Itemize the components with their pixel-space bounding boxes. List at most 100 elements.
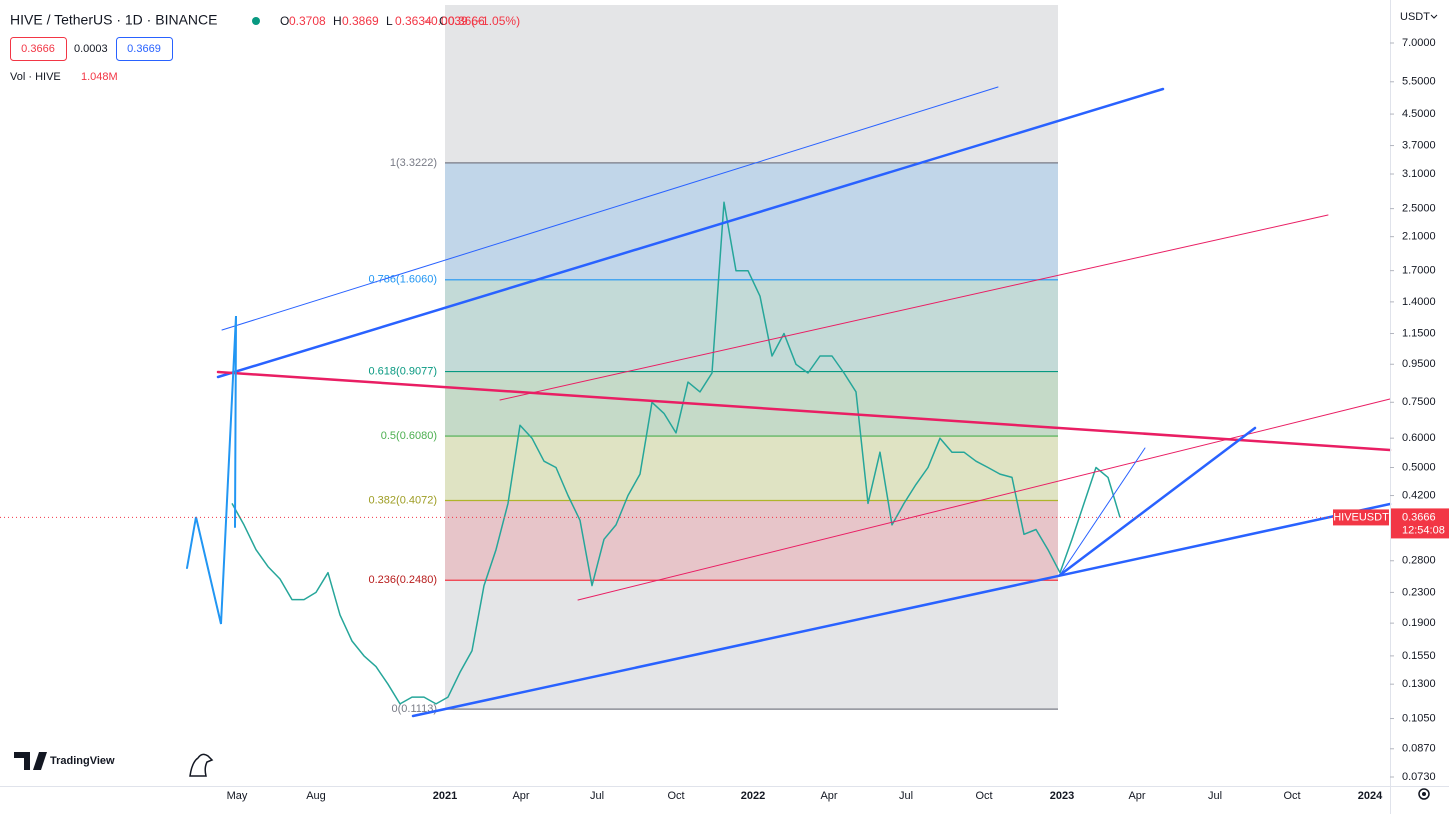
trend-line — [1059, 447, 1146, 576]
y-tick-label: 0.9500 — [1402, 358, 1436, 370]
spread: 0.0003 — [74, 43, 108, 55]
ohlc: O 0.3708 H 0.3869 L 0.3634 C 0.3666 — [280, 14, 485, 28]
countdown: 12:54:08 — [1402, 524, 1445, 536]
y-tick-label: 0.0870 — [1402, 743, 1436, 755]
ask[interactable]: 0.3669 — [127, 43, 161, 55]
drawings — [186, 86, 1392, 718]
ask-box[interactable] — [116, 37, 173, 61]
y-tick-label: 7.0000 — [1402, 37, 1436, 49]
trend-line — [221, 86, 999, 331]
y-tick-label: 0.0730 — [1402, 771, 1436, 783]
x-tick-label: Aug — [306, 790, 326, 802]
brand-logo — [14, 752, 47, 770]
y-tick-label: 0.1050 — [1402, 712, 1436, 724]
x-tick-label: May — [227, 790, 248, 802]
ohlc-key: C — [439, 14, 448, 28]
time-axis: May Aug 2021 Apr Jul Oct 2022 Apr Jul Oct 2023 Apr J… — [227, 790, 1384, 802]
y-tick-label: 0.5000 — [1402, 461, 1436, 473]
fib-label: 1(3.3222) — [390, 157, 437, 169]
settings-icon-center[interactable] — [1422, 792, 1426, 796]
settings-button[interactable] — [1418, 788, 1430, 800]
brand-mascot — [189, 753, 214, 777]
path-drawing — [186, 315, 237, 625]
x-tick-label: Oct — [1283, 790, 1300, 802]
fib-label: 0.5(0.6080) — [381, 430, 437, 442]
fib-zone — [445, 162, 1058, 280]
trend-line — [216, 87, 1165, 379]
ohlc-value: 0.3666 — [448, 14, 485, 28]
change: −0.0039 (−1.05%) — [424, 14, 520, 28]
x-tick-label: Jul — [590, 790, 604, 802]
x-tick-label: Jul — [899, 790, 913, 802]
fib-zone — [445, 436, 1058, 501]
trend-line — [499, 214, 1329, 401]
y-tick-label: 0.1550 — [1402, 650, 1436, 662]
price-axis: 7.0000 5.5000 4.5000 3.7000 3.1000 2.5000 2.10… — [1390, 37, 1436, 783]
volume-label[interactable]: Vol · HIVE — [10, 71, 61, 83]
y-tick-label: 3.7000 — [1402, 139, 1436, 151]
fib-label: 0.382(0.4072) — [369, 494, 438, 506]
x-tick-label: 2023 — [1050, 790, 1074, 802]
ohlc-key: O — [280, 14, 289, 28]
fib-zone — [445, 279, 1058, 372]
fib-background — [445, 5, 1058, 710]
ohlc-value: 0.3708 — [289, 14, 326, 28]
y-tick-label: 2.1000 — [1402, 231, 1436, 243]
fib-label: 0.786(1.6060) — [369, 274, 438, 286]
trend-line — [411, 502, 1392, 718]
fib-zone — [445, 500, 1058, 581]
y-tick-label: 0.2800 — [1402, 555, 1436, 567]
ohlc-value: 0.3869 — [342, 14, 379, 28]
fib-label: 0.618(0.9077) — [369, 365, 438, 377]
x-tick-label: 2022 — [741, 790, 765, 802]
fib-zone — [445, 371, 1058, 437]
currency[interactable]: USDT — [1400, 11, 1430, 23]
y-tick-label: 1.4000 — [1402, 296, 1436, 308]
x-tick-label: Jul — [1208, 790, 1222, 802]
market-status[interactable] — [252, 17, 260, 25]
y-tick-label: 4.5000 — [1402, 108, 1436, 120]
bid-box[interactable] — [10, 37, 67, 61]
x-tick-label: 2024 — [1358, 790, 1383, 802]
bid[interactable]: 0.3666 — [21, 43, 55, 55]
x-tick-label: Apr — [512, 790, 529, 802]
x-tick-label: Oct — [975, 790, 992, 802]
y-tick-label: 0.1900 — [1402, 617, 1436, 629]
settings-icon[interactable] — [1418, 788, 1430, 800]
y-tick-label: 0.2300 — [1402, 586, 1436, 598]
ohlc-key: H — [333, 14, 342, 28]
y-tick-label: 0.6000 — [1402, 432, 1436, 444]
last-price-box — [1391, 508, 1449, 539]
y-tick-label: 2.5000 — [1402, 203, 1436, 215]
price-series — [231, 201, 1121, 705]
currency-caret[interactable] — [1430, 14, 1438, 19]
symbol-title[interactable]: HIVE / TetherUS · 1D · BINANCE — [10, 12, 217, 28]
symbol-tag-box — [1333, 509, 1389, 526]
fib-retracement: 1(3.3222) 0.786(1.6060) 0.618(0.9077) 0.5(0… — [369, 5, 1058, 715]
ohlc-key: L — [386, 14, 393, 28]
y-tick-label: 1.1500 — [1402, 327, 1436, 339]
last-price: 0.3666 — [1402, 511, 1436, 523]
trend-line — [1058, 426, 1257, 577]
trend-line — [577, 398, 1391, 601]
x-tick-label: Oct — [667, 790, 684, 802]
brand-name: TradingView — [50, 755, 115, 767]
y-tick-label: 3.1000 — [1402, 168, 1436, 180]
y-tick-label: 5.5000 — [1402, 76, 1436, 88]
trend-line — [216, 370, 1392, 452]
ohlc-value: 0.3634 — [395, 14, 432, 28]
y-tick-label: 0.1300 — [1402, 678, 1436, 690]
x-tick-label: 2021 — [433, 790, 457, 802]
volume-value: 1.048M — [81, 71, 118, 83]
symbol-tag: HIVEUSDT — [1333, 511, 1389, 523]
y-tick-label: 0.4200 — [1402, 489, 1436, 501]
brand: TradingView — [14, 752, 214, 777]
x-tick-label: Apr — [820, 790, 837, 802]
y-tick-label: 0.7500 — [1402, 396, 1436, 408]
y-tick-label: 1.7000 — [1402, 265, 1436, 277]
x-tick-label: Apr — [1128, 790, 1145, 802]
